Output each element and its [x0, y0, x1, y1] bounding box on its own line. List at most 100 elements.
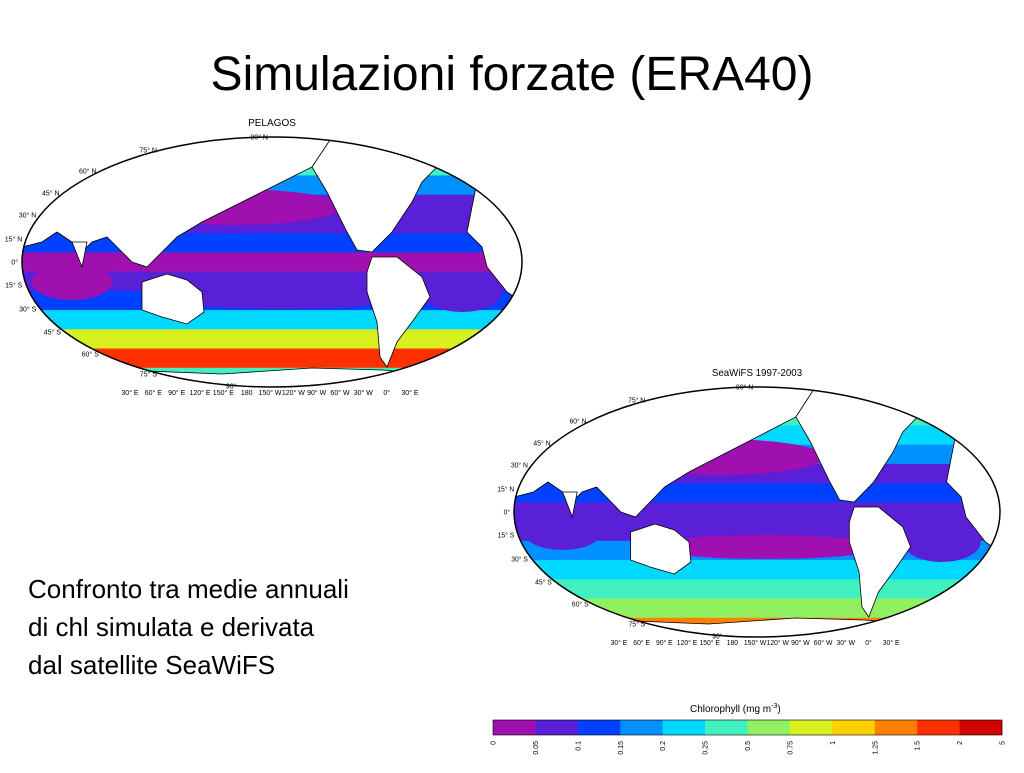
lon-label: 120° E [189, 389, 210, 397]
colorbar-swatch [705, 720, 748, 735]
lon-label: 150° E [213, 389, 234, 397]
lon-label: 30° E [401, 389, 419, 397]
colorbar-label: 0.2 [660, 741, 667, 751]
chl-patch [32, 264, 112, 300]
lat-label: 45° N [42, 190, 60, 198]
lon-label: 0° [865, 639, 872, 647]
lat-label: 90° [712, 632, 723, 640]
lon-label: 60° E [633, 639, 650, 647]
lat-label: 75° S [140, 371, 158, 379]
map-outline [513, 386, 1001, 638]
chl-patch [422, 272, 502, 312]
colorbar-frame [492, 719, 1003, 736]
lon-label: 60° W [814, 639, 833, 647]
colorbar-title-sup: -3 [771, 703, 777, 710]
colorbar-label: 1.5 [915, 741, 922, 751]
lon-label: 150° W [258, 389, 281, 397]
lon-label: 90° W [791, 639, 810, 647]
lat-label: 30° S [511, 555, 528, 563]
map-outline [21, 136, 523, 388]
lon-label: 30° E [121, 389, 139, 397]
lat-label: 0° [11, 259, 18, 267]
lon-label: 30° W [354, 389, 374, 397]
chl-band [22, 348, 522, 369]
chl-patch [902, 522, 981, 562]
colorbar-label: 1.25 [872, 741, 879, 755]
map-field [513, 387, 1001, 637]
lat-label: 45° S [44, 329, 62, 337]
lon-label: 120° W [282, 389, 305, 397]
lon-label: 30° E [883, 639, 900, 647]
caption: Confronto tra medie annuali di chl simul… [28, 574, 349, 680]
lat-label: 15° N [497, 485, 514, 493]
lat-label: 60° N [79, 168, 97, 176]
lat-label: 60° S [82, 351, 100, 359]
lat-label: 75° N [139, 147, 157, 155]
lon-label: 180 [727, 640, 738, 647]
lon-label: 180 [241, 390, 253, 397]
lat-label: 60° S [572, 600, 589, 608]
chl-patch [650, 535, 884, 559]
caption-line: di chl simulata e derivata [28, 612, 315, 642]
lon-label: 90° E [168, 389, 186, 397]
colorbar-label: 5 [1000, 741, 1007, 745]
colorbar-swatch [874, 720, 918, 735]
lat-label: 30° N [511, 461, 528, 469]
colorbar-label: 0.25 [703, 741, 710, 755]
colorbar: Chlorophyll (mg m-3) 0 0.05 0.1 0.15 0.2 0.25… [491, 703, 1007, 755]
chl-band [22, 329, 522, 350]
colorbar-label: 0.5 [745, 741, 752, 751]
colorbar-label: 0.15 [618, 741, 625, 755]
map-title: PELAGOS [248, 118, 296, 129]
chl-band [22, 310, 522, 330]
colorbar-label: 0.05 [533, 741, 540, 755]
lon-label: 150° W [744, 639, 767, 647]
colorbar-label: 2 [957, 741, 964, 745]
colorbar-swatch [789, 720, 833, 735]
caption-line: dal satellite SeaWiFS [28, 650, 275, 680]
colorbar-swatch [959, 720, 1003, 735]
lon-label: 30° E [611, 639, 628, 647]
lat-label: 75° N [628, 396, 645, 404]
lat-label: 30° S [19, 306, 37, 314]
lon-label: 120° E [677, 639, 698, 647]
colorbar-swatch [662, 720, 706, 735]
lon-label: 120° W [767, 639, 790, 647]
colorbar-label: 0.1 [575, 741, 582, 751]
lat-label: 90° [226, 383, 237, 391]
colorbar-title-part: ) [777, 704, 780, 715]
lon-label: 90° W [307, 389, 327, 397]
lat-label: 45° S [535, 578, 552, 586]
chl-patch [162, 285, 402, 309]
lat-label: 15° S [498, 531, 515, 539]
map: PELAGOS 90° N 75° N 60° N 45° N 30° N 15° N 0° 1… [5, 118, 523, 397]
lat-label: 0° [504, 508, 511, 516]
lat-label: 15° S [5, 282, 23, 290]
colorbar-title-part: Chlorophyll (mg m [690, 704, 771, 715]
colorbar-swatch [577, 720, 621, 735]
colorbar-swatch [832, 720, 876, 735]
lon-label: 60° W [330, 389, 350, 397]
colorbar-swatch [917, 720, 960, 735]
chl-band [514, 579, 1000, 600]
lat-label: 15° N [5, 236, 23, 244]
colorbar-swatch [747, 720, 791, 735]
lon-label: 0° [383, 389, 390, 397]
lon-label: 30° W [836, 639, 855, 647]
colorbar-label: 0.75 [787, 741, 794, 755]
colorbar-title: Chlorophyll (mg m-3) [690, 703, 781, 715]
lat-label: 90° N [736, 383, 753, 391]
lat-label: 75° S [629, 620, 646, 628]
colorbar-swatch [535, 720, 579, 735]
map-title: SeaWiFS 1997-2003 [712, 368, 803, 379]
lon-label: 60° E [145, 389, 163, 397]
lat-label: 60° N [569, 417, 586, 425]
lat-label: 45° N [533, 439, 550, 447]
lat-label: 30° N [19, 212, 37, 220]
chl-band [514, 598, 1000, 619]
map: SeaWiFS 1997-2003 90° N 75° N 60° N 45° N 30°… [497, 368, 1001, 647]
map-field [22, 137, 522, 387]
lon-label: 90° E [656, 639, 673, 647]
slide-title: Simulazioni forzate (ERA40) [211, 48, 814, 101]
